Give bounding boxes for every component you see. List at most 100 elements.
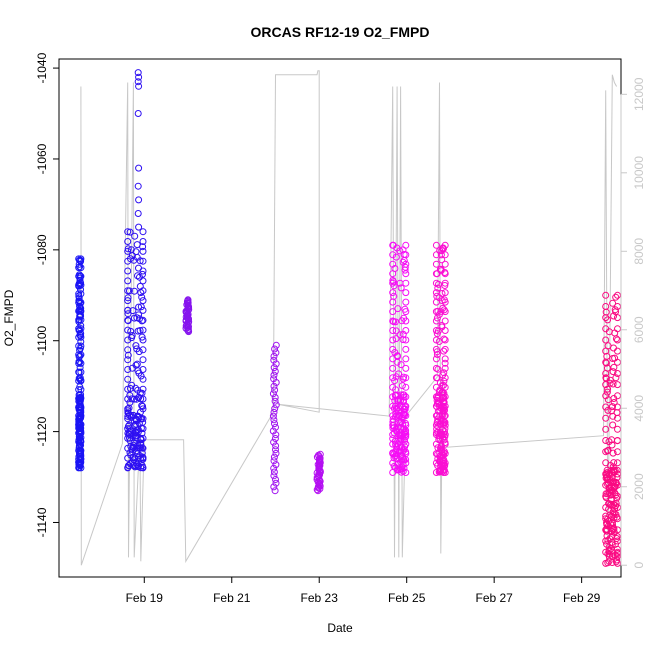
data-point [432,440,440,448]
data-point [402,374,410,382]
data-point [389,308,397,316]
data-point [270,375,278,383]
data-point [604,316,612,324]
data-point [608,486,616,494]
data-point [613,553,621,560]
data-point [432,431,440,439]
data-point [402,450,410,458]
data-point [441,260,449,268]
data-point [75,403,83,411]
data-point [440,347,448,355]
data-point [139,257,147,265]
data-point [128,395,136,403]
data-point [139,444,147,452]
data-point [613,545,621,553]
data-point [614,347,621,355]
data-point [272,449,280,457]
data-point [602,370,610,377]
data-point [389,469,397,476]
secondary-y-axis: 0 2000 4000 6000 8000 10000 12000 [620,77,646,569]
data-point [402,469,410,476]
data-point [441,241,449,249]
data-point [139,415,147,423]
data-point [609,511,617,519]
data-point [139,326,147,334]
data-point [124,326,132,334]
data-point [75,377,83,385]
data-point [137,289,145,297]
data-point [389,327,397,334]
data-point [270,416,278,424]
data-point [602,403,610,411]
data-point [610,514,618,522]
data-point [432,383,440,391]
data-point [441,359,449,367]
data-point [606,535,614,543]
y-tick-label: -1060 [35,143,49,174]
y2-tick-label: 4000 [632,395,646,422]
data-point [272,423,279,431]
data-point [610,344,617,352]
data-point [609,299,617,307]
series-RF14 [182,296,193,336]
data-point [441,308,449,316]
data-point [139,247,147,255]
data-point [609,478,617,486]
data-point [139,464,147,472]
data-point [139,395,147,403]
data-point [135,73,143,81]
data-point [389,345,397,353]
data-point [270,457,278,465]
data-point [602,537,610,545]
data-point [75,442,83,450]
series-RF18 [432,241,449,476]
data-point [606,476,614,484]
data-point [75,464,83,472]
data-point [75,325,83,333]
data-point [124,425,132,433]
data-point [124,395,132,403]
data-point [432,317,440,325]
y2-tick-label: 12000 [632,77,646,111]
data-point [402,327,410,334]
data-point [432,402,440,410]
data-point [441,440,449,448]
data-point [139,366,147,373]
data-point [436,379,444,387]
data-point [436,420,444,428]
data-point [77,359,85,367]
data-point [124,238,132,245]
data-point [139,306,147,314]
data-point [272,349,280,357]
data-point [126,391,134,399]
data-point [614,425,621,433]
series-RF19 [602,291,621,567]
data-point [272,476,279,483]
data-point [77,325,85,333]
data-point [139,228,147,236]
data-point [77,403,85,411]
data-point [124,375,132,383]
data-point [75,429,83,437]
data-point [133,395,140,403]
data-point [402,426,410,434]
data-point [609,525,616,533]
data-point [602,336,610,344]
data-point [602,381,610,389]
data-point [602,359,610,367]
data-point [602,459,610,467]
data-point [402,402,410,410]
data-point [614,459,621,467]
data-point [607,500,615,508]
x-tick-label: Feb 27 [475,591,513,605]
data-point [432,345,440,353]
data-point [77,342,85,350]
y2-tick-label: 6000 [632,316,646,343]
data-point [271,394,279,401]
data-point [441,469,449,476]
data-point [75,294,83,302]
data-point [402,260,410,268]
data-point [432,251,440,259]
data-point [272,461,280,469]
data-point [602,481,610,489]
